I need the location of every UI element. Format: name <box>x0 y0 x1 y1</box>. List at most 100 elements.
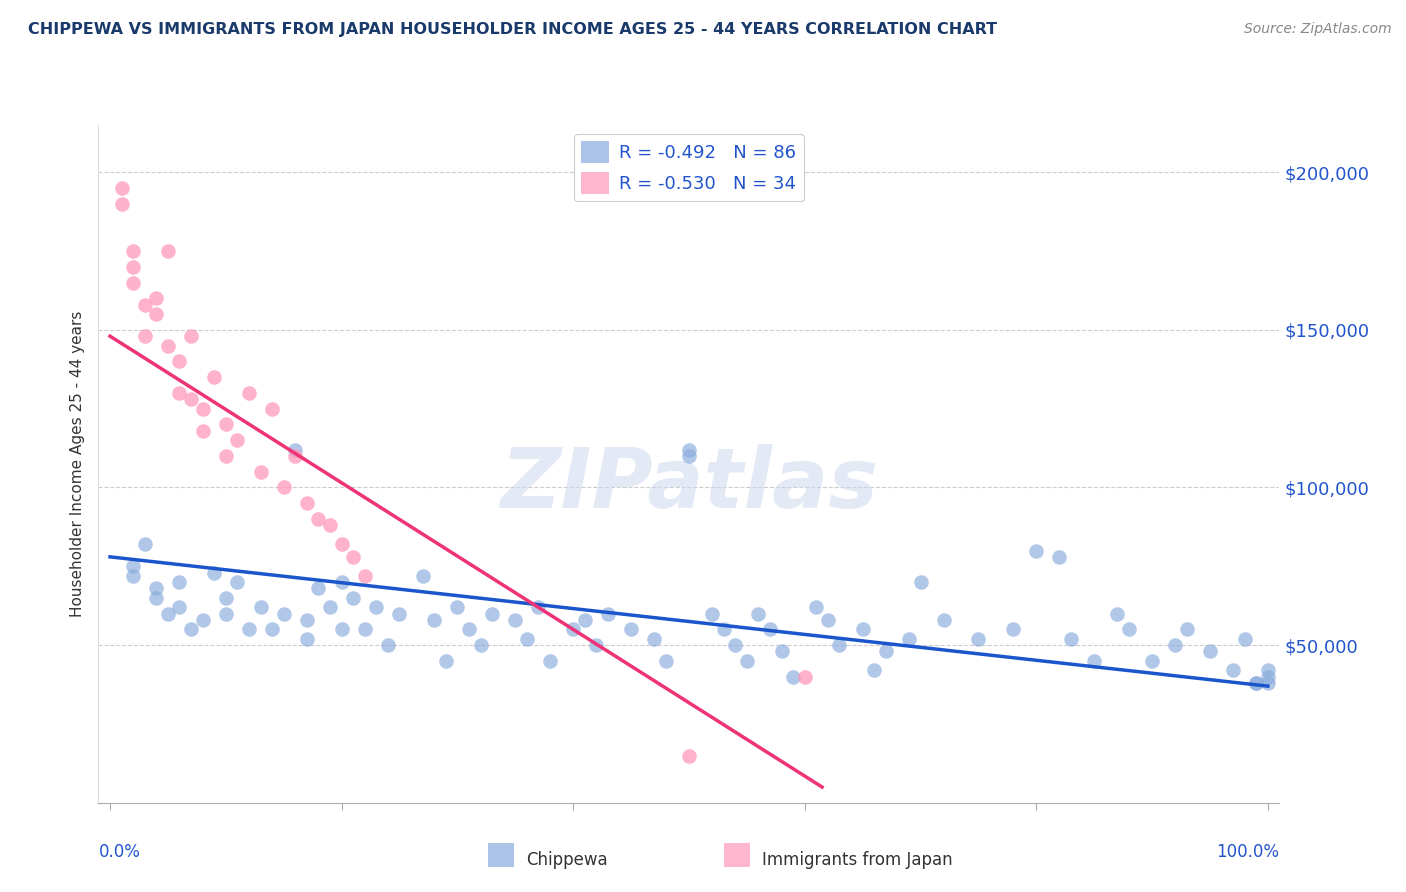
Point <box>481 607 503 621</box>
Point <box>1246 676 1268 690</box>
Legend: R = -0.492   N = 86, R = -0.530   N = 34: R = -0.492 N = 86, R = -0.530 N = 34 <box>574 134 804 202</box>
Point <box>110 196 132 211</box>
Point <box>202 370 225 384</box>
Point <box>1257 676 1279 690</box>
Point <box>122 276 145 290</box>
Point <box>747 607 769 621</box>
Point <box>377 638 399 652</box>
Point <box>180 392 202 407</box>
Point <box>1175 623 1198 637</box>
Point <box>330 575 353 590</box>
Point <box>191 613 214 627</box>
Point <box>643 632 665 646</box>
Point <box>284 442 307 457</box>
Point <box>215 607 238 621</box>
Point <box>678 442 700 457</box>
Point <box>967 632 990 646</box>
Text: 100.0%: 100.0% <box>1216 844 1279 862</box>
Point <box>122 244 145 258</box>
Point <box>353 623 375 637</box>
Point <box>446 600 468 615</box>
Point <box>353 568 375 582</box>
Point <box>180 623 202 637</box>
Point <box>330 537 353 551</box>
Point <box>319 518 342 533</box>
Point <box>215 591 238 605</box>
Point <box>863 664 886 678</box>
Point <box>770 644 793 658</box>
Point <box>342 549 364 564</box>
Point <box>169 600 191 615</box>
Point <box>284 449 307 463</box>
Y-axis label: Householder Income Ages 25 - 44 years: Householder Income Ages 25 - 44 years <box>69 310 84 617</box>
Text: Source: ZipAtlas.com: Source: ZipAtlas.com <box>1244 22 1392 37</box>
Point <box>828 638 851 652</box>
Point <box>226 433 249 447</box>
Point <box>759 623 782 637</box>
Point <box>423 613 446 627</box>
Point <box>1222 664 1244 678</box>
Point <box>295 613 318 627</box>
Point <box>191 401 214 416</box>
Point <box>1083 654 1105 668</box>
Point <box>273 607 295 621</box>
Point <box>910 575 932 590</box>
Point <box>169 385 191 400</box>
Point <box>678 748 700 763</box>
Point <box>562 623 585 637</box>
Point <box>1107 607 1129 621</box>
Point <box>145 582 167 596</box>
Point <box>319 600 342 615</box>
Point <box>503 613 526 627</box>
Point <box>655 654 678 668</box>
Point <box>307 582 329 596</box>
Point <box>238 385 260 400</box>
Point <box>1140 654 1163 668</box>
Point <box>412 568 434 582</box>
Point <box>700 607 723 621</box>
Point <box>122 260 145 274</box>
Point <box>897 632 920 646</box>
Point <box>1118 623 1140 637</box>
Point <box>273 481 295 495</box>
Point <box>817 613 839 627</box>
Point <box>1233 632 1256 646</box>
Point <box>134 297 156 311</box>
Text: CHIPPEWA VS IMMIGRANTS FROM JAPAN HOUSEHOLDER INCOME AGES 25 - 44 YEARS CORRELAT: CHIPPEWA VS IMMIGRANTS FROM JAPAN HOUSEH… <box>28 22 997 37</box>
Point <box>538 654 561 668</box>
Point <box>215 449 238 463</box>
Point <box>678 449 700 463</box>
Point <box>1257 664 1279 678</box>
Point <box>1246 676 1268 690</box>
Point <box>169 354 191 368</box>
Point <box>470 638 492 652</box>
Point <box>307 512 329 526</box>
Point <box>1002 623 1025 637</box>
Point <box>134 537 156 551</box>
Point <box>238 623 260 637</box>
Point <box>156 338 179 352</box>
Point <box>249 465 271 479</box>
Point <box>295 496 318 510</box>
Point <box>262 401 284 416</box>
Point <box>596 607 619 621</box>
Point <box>620 623 643 637</box>
Text: Immigrants from Japan: Immigrants from Japan <box>762 852 953 870</box>
Point <box>516 632 538 646</box>
Point <box>1060 632 1083 646</box>
Point <box>724 638 747 652</box>
Point <box>735 654 758 668</box>
Point <box>1199 644 1222 658</box>
Point <box>134 329 156 343</box>
Point <box>342 591 364 605</box>
Bar <box>724 843 751 867</box>
Point <box>434 654 457 668</box>
Point <box>527 600 550 615</box>
Bar <box>488 843 515 867</box>
Point <box>295 632 318 646</box>
Point <box>226 575 249 590</box>
Point <box>330 623 353 637</box>
Point <box>388 607 411 621</box>
Point <box>1164 638 1187 652</box>
Point <box>145 307 167 321</box>
